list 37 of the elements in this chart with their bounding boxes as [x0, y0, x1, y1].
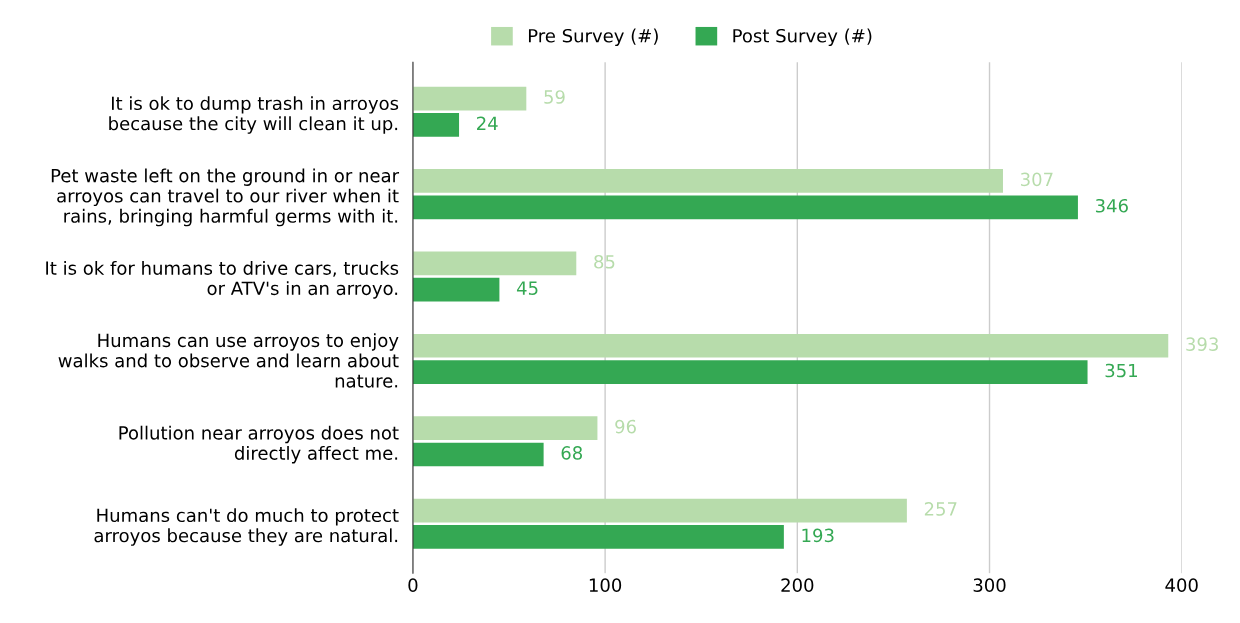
x-tick-label: 200 — [781, 578, 814, 592]
y-tick-label: It is ok for humans to drive cars, trucks or ATV's in an arroyo. — [46, 260, 399, 299]
bar — [412, 277, 500, 302]
data-label: 96 — [615, 419, 636, 434]
bar — [412, 442, 544, 467]
y-tick-label: Humans can use arroyos to enjoy walks and to observe and learn about nature. — [58, 333, 399, 388]
bar — [412, 416, 598, 441]
data-label: 24 — [477, 116, 498, 130]
x-tick-label: 400 — [1165, 578, 1198, 592]
bar — [412, 360, 1088, 384]
bar — [412, 86, 527, 111]
data-label: 85 — [594, 254, 615, 269]
bar — [412, 169, 1003, 193]
y-tick-label: Pet waste left on the ground in or near arroyos can travel to our river when it rains, bringing harmful germs with it. — [51, 168, 400, 227]
y-tick-label: It is ok to dump trash in arroyos because the city will clean it up. — [109, 96, 399, 134]
x-tick-label: 300 — [973, 578, 1006, 592]
bar — [412, 333, 1169, 358]
x-tick-label: 100 — [589, 578, 622, 592]
bar — [412, 498, 907, 523]
data-label: 68 — [561, 446, 583, 460]
data-label: 346 — [1095, 198, 1128, 213]
y-tick-label: Pollution near arroyos does not directly affect me. — [119, 425, 399, 464]
x-tick-label: 0 — [408, 578, 418, 592]
data-label: 393 — [1186, 337, 1218, 351]
data-label: 307 — [1021, 172, 1053, 187]
data-label: 45 — [516, 281, 538, 295]
bar — [412, 251, 577, 276]
data-label: 351 — [1105, 363, 1137, 378]
data-label: 193 — [802, 528, 834, 543]
data-label: 257 — [924, 502, 957, 516]
legend-label: Pre Survey (#) — [528, 28, 658, 47]
bar — [412, 525, 784, 549]
y-tick-label: Humans can't do much to protect arroyos because they are natural. — [94, 508, 399, 546]
bar — [412, 195, 1078, 220]
data-label: 59 — [544, 90, 565, 104]
bar — [412, 113, 460, 137]
legend-label: Post Survey (#) — [733, 28, 872, 47]
